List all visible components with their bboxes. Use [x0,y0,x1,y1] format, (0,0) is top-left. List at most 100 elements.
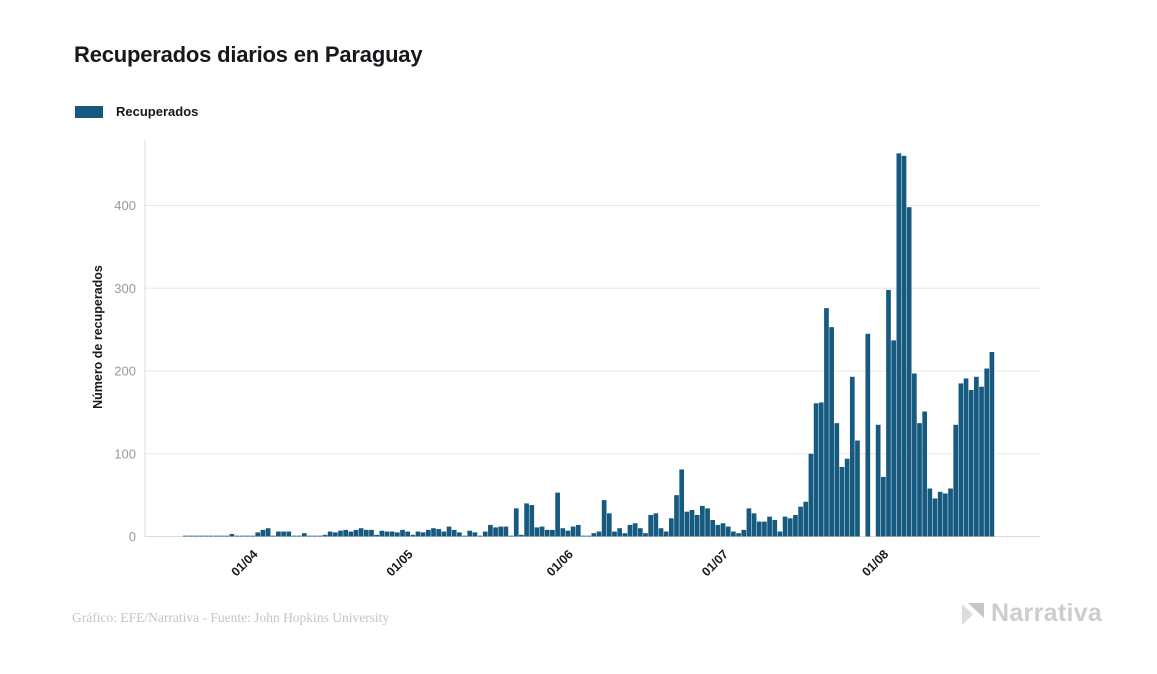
bar [203,535,209,537]
bar [937,491,943,537]
bar [332,532,338,537]
bar [472,532,478,537]
bar [803,501,809,537]
bar [338,530,343,537]
bar [400,529,405,537]
bar [911,373,917,537]
bar [260,529,266,537]
bar [193,535,199,537]
bar [617,528,622,537]
bar [358,528,364,537]
bar [855,440,860,537]
bar [493,527,498,537]
bar [322,534,328,537]
bar [379,530,385,537]
narrativa-logo-icon [962,602,984,625]
bar [198,535,204,537]
bar [731,531,736,537]
bar [875,424,881,537]
x-tick-label: 01/06 [544,547,576,579]
bar [922,411,928,537]
bar [327,531,333,537]
bar [829,327,834,537]
bar [756,521,762,537]
bar [214,535,219,537]
bar [245,535,250,537]
bar [565,530,571,537]
bar [632,523,638,537]
bar [824,308,829,537]
bar [286,531,292,537]
bar [446,526,452,537]
bar [725,526,731,537]
x-tick-label: 01/05 [384,547,416,579]
narrativa-logo-text: Narrativa [991,599,1103,627]
bar [643,533,648,537]
bar [601,500,607,537]
bar [503,526,509,537]
bar [653,513,659,537]
bar [555,492,560,537]
bar [183,535,188,537]
bar [544,529,550,537]
bar [984,368,990,537]
bar [720,523,726,537]
bar [488,524,493,537]
bar [663,531,669,537]
bar [312,535,317,537]
bar [880,476,886,537]
bar [958,383,964,537]
bar [622,533,628,537]
bar [420,532,426,537]
bar [550,529,555,537]
bar [849,376,855,537]
bar [457,532,462,537]
bar [519,534,524,537]
bar [943,493,948,537]
bar [239,535,245,537]
bar [369,529,374,537]
bar [426,529,431,537]
bar [767,516,772,537]
bar [927,488,933,537]
bar [208,535,214,537]
bar [405,531,411,537]
bar [606,513,612,537]
bar [477,535,483,537]
bar [575,524,581,537]
bar [317,535,323,537]
legend-swatch-icon [75,105,103,118]
bar [948,488,953,537]
bar [989,351,995,537]
bar [224,535,230,537]
y-tick-label: 400 [114,198,136,213]
bar [389,531,395,537]
bar [896,153,902,537]
bar [679,469,685,537]
y-tick-label: 200 [114,364,136,379]
bar [281,531,286,537]
bar [648,514,654,537]
bar [482,531,488,537]
x-tick-label: 01/07 [699,547,731,579]
bar [674,495,679,537]
bar [513,508,519,537]
legend-label: Recuperados [116,104,199,119]
bar [906,207,912,537]
bar [953,424,959,537]
source-credit: Gráfico: EFE/Narrativa - Fuente: John Ho… [72,610,390,625]
bar [684,511,690,537]
bar [560,528,566,537]
bar [394,532,400,537]
chart-title: Recuperados diarios en Paraguay [74,42,423,67]
bar [234,535,240,537]
bar [498,526,504,537]
bar [793,514,798,537]
bar [917,423,922,537]
bar [410,534,416,537]
bar [968,390,974,537]
bar [467,530,473,537]
bar [637,528,643,537]
